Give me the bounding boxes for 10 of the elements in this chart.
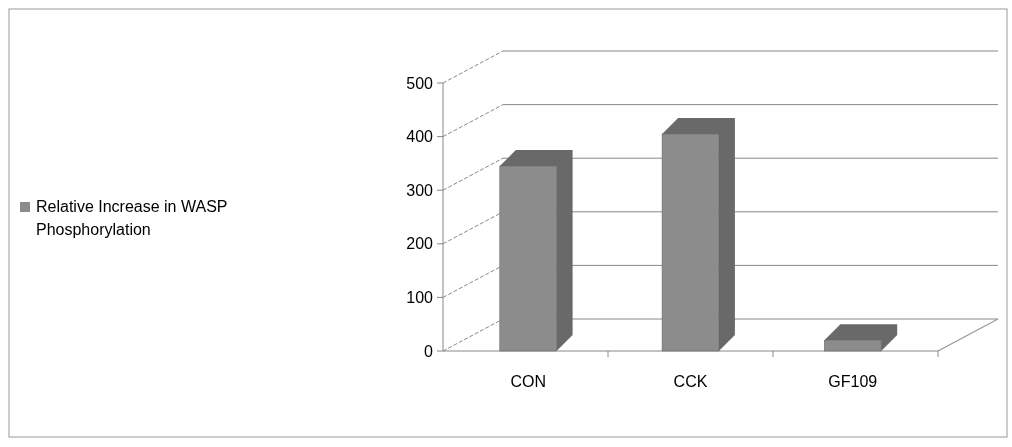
y-tick-label: 500 — [406, 74, 434, 92]
x-tick-label: CON — [510, 373, 546, 390]
y-tick-label: 400 — [406, 128, 434, 146]
y-tick-label: 300 — [406, 181, 434, 199]
x-tick-label: CCK — [673, 373, 708, 390]
x-tick-label: GF109 — [828, 373, 878, 390]
y-tick-label: 0 — [424, 342, 434, 360]
y-tick-label: 100 — [406, 289, 434, 306]
legend-label: Relative Increase in WASP Phosphorylation — [36, 198, 228, 238]
y-tick-label: 200 — [406, 235, 434, 253]
